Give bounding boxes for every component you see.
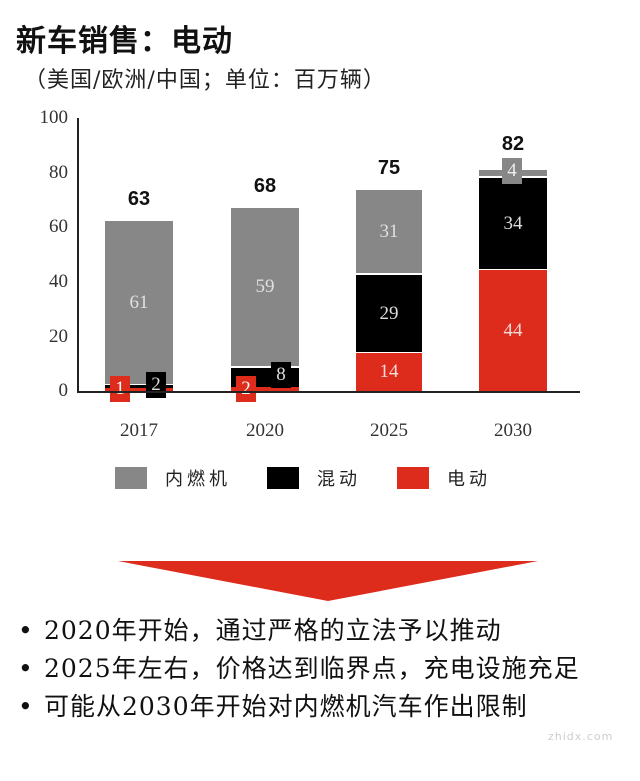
bar-2025-ice-label: 31 [379,220,399,242]
legend-label-hybrid: 混动 [317,469,361,490]
x-label-2020: 2020 [246,420,284,441]
y-tick-80: 80 [49,162,68,183]
bar-2017-ev [105,388,173,391]
bullet-dot-icon: • [18,654,34,683]
y-tick-100: 100 [39,107,69,128]
legend-item-ev: 电动 [397,465,491,491]
bar-2025-total: 75 [377,157,401,179]
bar-2017-total: 63 [127,188,151,210]
legend-swatch-ev [397,467,429,489]
bar-2025-hybrid: 29 [356,273,422,352]
x-label-2017: 2017 [120,420,158,441]
y-tick-40: 40 [49,271,68,292]
legend-label-ev: 电动 [447,469,491,490]
bullet-list: • 2020年开始，通过严格的立法予以推动 • 2025年左右，价格达到临界点，充电… [12,612,632,726]
chart-legend: 内燃机 混动 电动 [115,465,527,491]
legend-item-hybrid: 混动 [267,465,361,491]
bar-2020-hybrid-label: 8 [271,362,291,388]
page-title: 新车销售：电动 [16,24,233,59]
legend-swatch-hybrid [267,467,299,489]
bar-2020-ice: 59 [231,206,299,366]
bar-2017-hybrid [105,383,173,388]
bar-2030-total: 82 [501,133,525,155]
bar-2025-ev: 14 [356,353,422,391]
y-tick-20: 20 [49,326,68,347]
bar-2030-ice-label: 4 [502,158,522,184]
bar-2030-hybrid: 34 [479,176,547,269]
bullet-dot-icon: • [18,616,34,645]
y-tick-60: 60 [49,216,68,237]
x-label-2025: 2025 [370,420,408,441]
bar-2025-hybrid-label: 29 [379,302,399,324]
legend-swatch-ice [115,467,147,489]
page-subtitle: （美国/欧洲/中国；单位：百万辆） [24,68,386,93]
bar-2025-ev-label: 14 [379,361,399,382]
legend-label-ice: 内燃机 [165,469,231,490]
bar-2025-ice: 31 [356,188,422,273]
y-axis [77,118,79,393]
bar-2020-total: 68 [253,175,277,197]
bar-2017-ev-label: 1 [110,376,130,402]
stacked-bar-chart: 0 20 40 60 80 100 61 1 2 63 59 2 8 68 14… [39,107,580,441]
bullet-item: • 2020年开始，通过严格的立法予以推动 [12,612,632,650]
bar-2017-hybrid-label: 2 [146,372,166,398]
bar-2030-ev-label: 44 [503,319,523,341]
y-tick-0: 0 [58,380,69,401]
watermark: zhidx.com [548,730,614,743]
bar-2020-ev-label: 2 [236,376,256,402]
bar-2017-ice: 61 [105,219,173,384]
down-arrow-icon [118,561,538,601]
legend-item-ice: 内燃机 [115,465,231,491]
bar-2020-ice-label: 59 [255,276,275,297]
bar-2030-ev: 44 [479,270,547,391]
bullet-item: • 可能从2030年开始对内燃机汽车作出限制 [12,688,632,726]
bullet-dot-icon: • [18,692,34,721]
bar-2017-ice-label: 61 [129,291,149,313]
bullet-text: 2025年左右，价格达到临界点，充电设施充足 [44,654,580,683]
bullet-item: • 2025年左右，价格达到临界点，充电设施充足 [12,650,632,688]
bullet-text: 2020年开始，通过严格的立法予以推动 [44,616,502,645]
bullet-text: 可能从2030年开始对内燃机汽车作出限制 [44,692,528,721]
x-label-2030: 2030 [494,420,532,441]
x-axis [77,391,580,393]
bar-2020-ev [231,386,299,391]
bar-2030-hybrid-label: 34 [503,212,523,234]
